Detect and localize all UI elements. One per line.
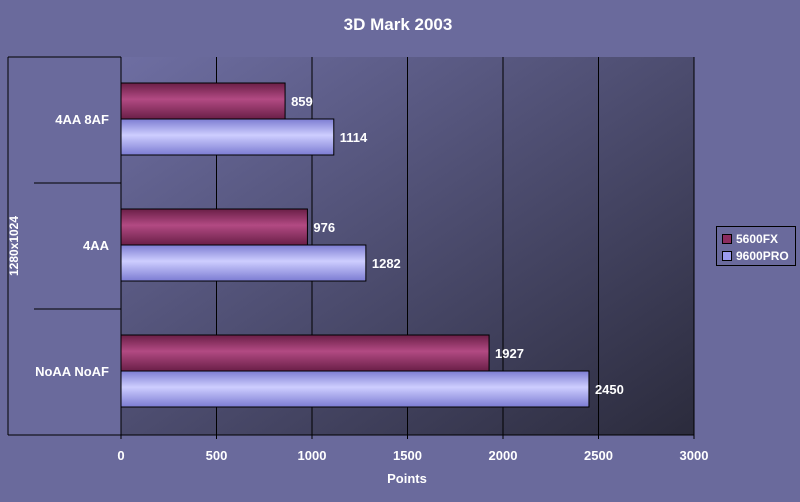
x-axis-ticks: 0 500 1000 1500 2000 2500 3000 xyxy=(117,448,708,463)
bar-5600fx-1 xyxy=(120,208,308,246)
bar-9600pro-2 xyxy=(120,370,590,408)
value-label-5600fx-1: 976 xyxy=(313,220,335,235)
legend-item-5600fx: 5600FX xyxy=(722,230,795,247)
x-axis-label: Points xyxy=(387,471,427,486)
y-axis-label: 1280x1024 xyxy=(7,216,21,276)
bar-5600fx-0 xyxy=(120,82,286,120)
category-label-1: 4AA xyxy=(83,238,110,253)
legend-swatch-9600pro xyxy=(722,250,732,261)
bar-9600pro-0 xyxy=(120,118,335,156)
legend-label-9600pro: 9600PRO xyxy=(736,248,789,263)
bar-9600pro-1 xyxy=(120,244,367,282)
bars: 859 1114 976 1282 1927 2450 xyxy=(120,82,624,408)
x-tick-label-1500: 1500 xyxy=(393,448,422,463)
value-label-9600pro-0: 1114 xyxy=(340,130,368,145)
x-tick-label-500: 500 xyxy=(206,448,228,463)
x-tick-label-3000: 3000 xyxy=(680,448,709,463)
legend: 5600FX 9600PRO xyxy=(716,226,796,266)
y-axis-categories: 4AA 8AF 4AA NoAA NoAF xyxy=(35,112,110,379)
value-label-5600fx-0: 859 xyxy=(291,94,313,109)
x-tick-label-0: 0 xyxy=(117,448,124,463)
value-label-9600pro-1: 1282 xyxy=(372,256,401,271)
value-label-9600pro-2: 2450 xyxy=(595,382,624,397)
legend-label-5600fx: 5600FX xyxy=(736,231,779,246)
legend-item-9600pro: 9600PRO xyxy=(722,247,795,264)
x-tick-label-1000: 1000 xyxy=(298,448,327,463)
x-tick-label-2500: 2500 xyxy=(584,448,613,463)
category-label-0: 4AA 8AF xyxy=(55,112,109,127)
chart-title: 3D Mark 2003 xyxy=(344,15,453,34)
x-tick-label-2000: 2000 xyxy=(489,448,518,463)
value-label-5600fx-2: 1927 xyxy=(495,346,524,361)
bar-5600fx-2 xyxy=(120,334,490,372)
legend-swatch-5600fx xyxy=(722,233,732,244)
category-label-2: NoAA NoAF xyxy=(35,364,109,379)
